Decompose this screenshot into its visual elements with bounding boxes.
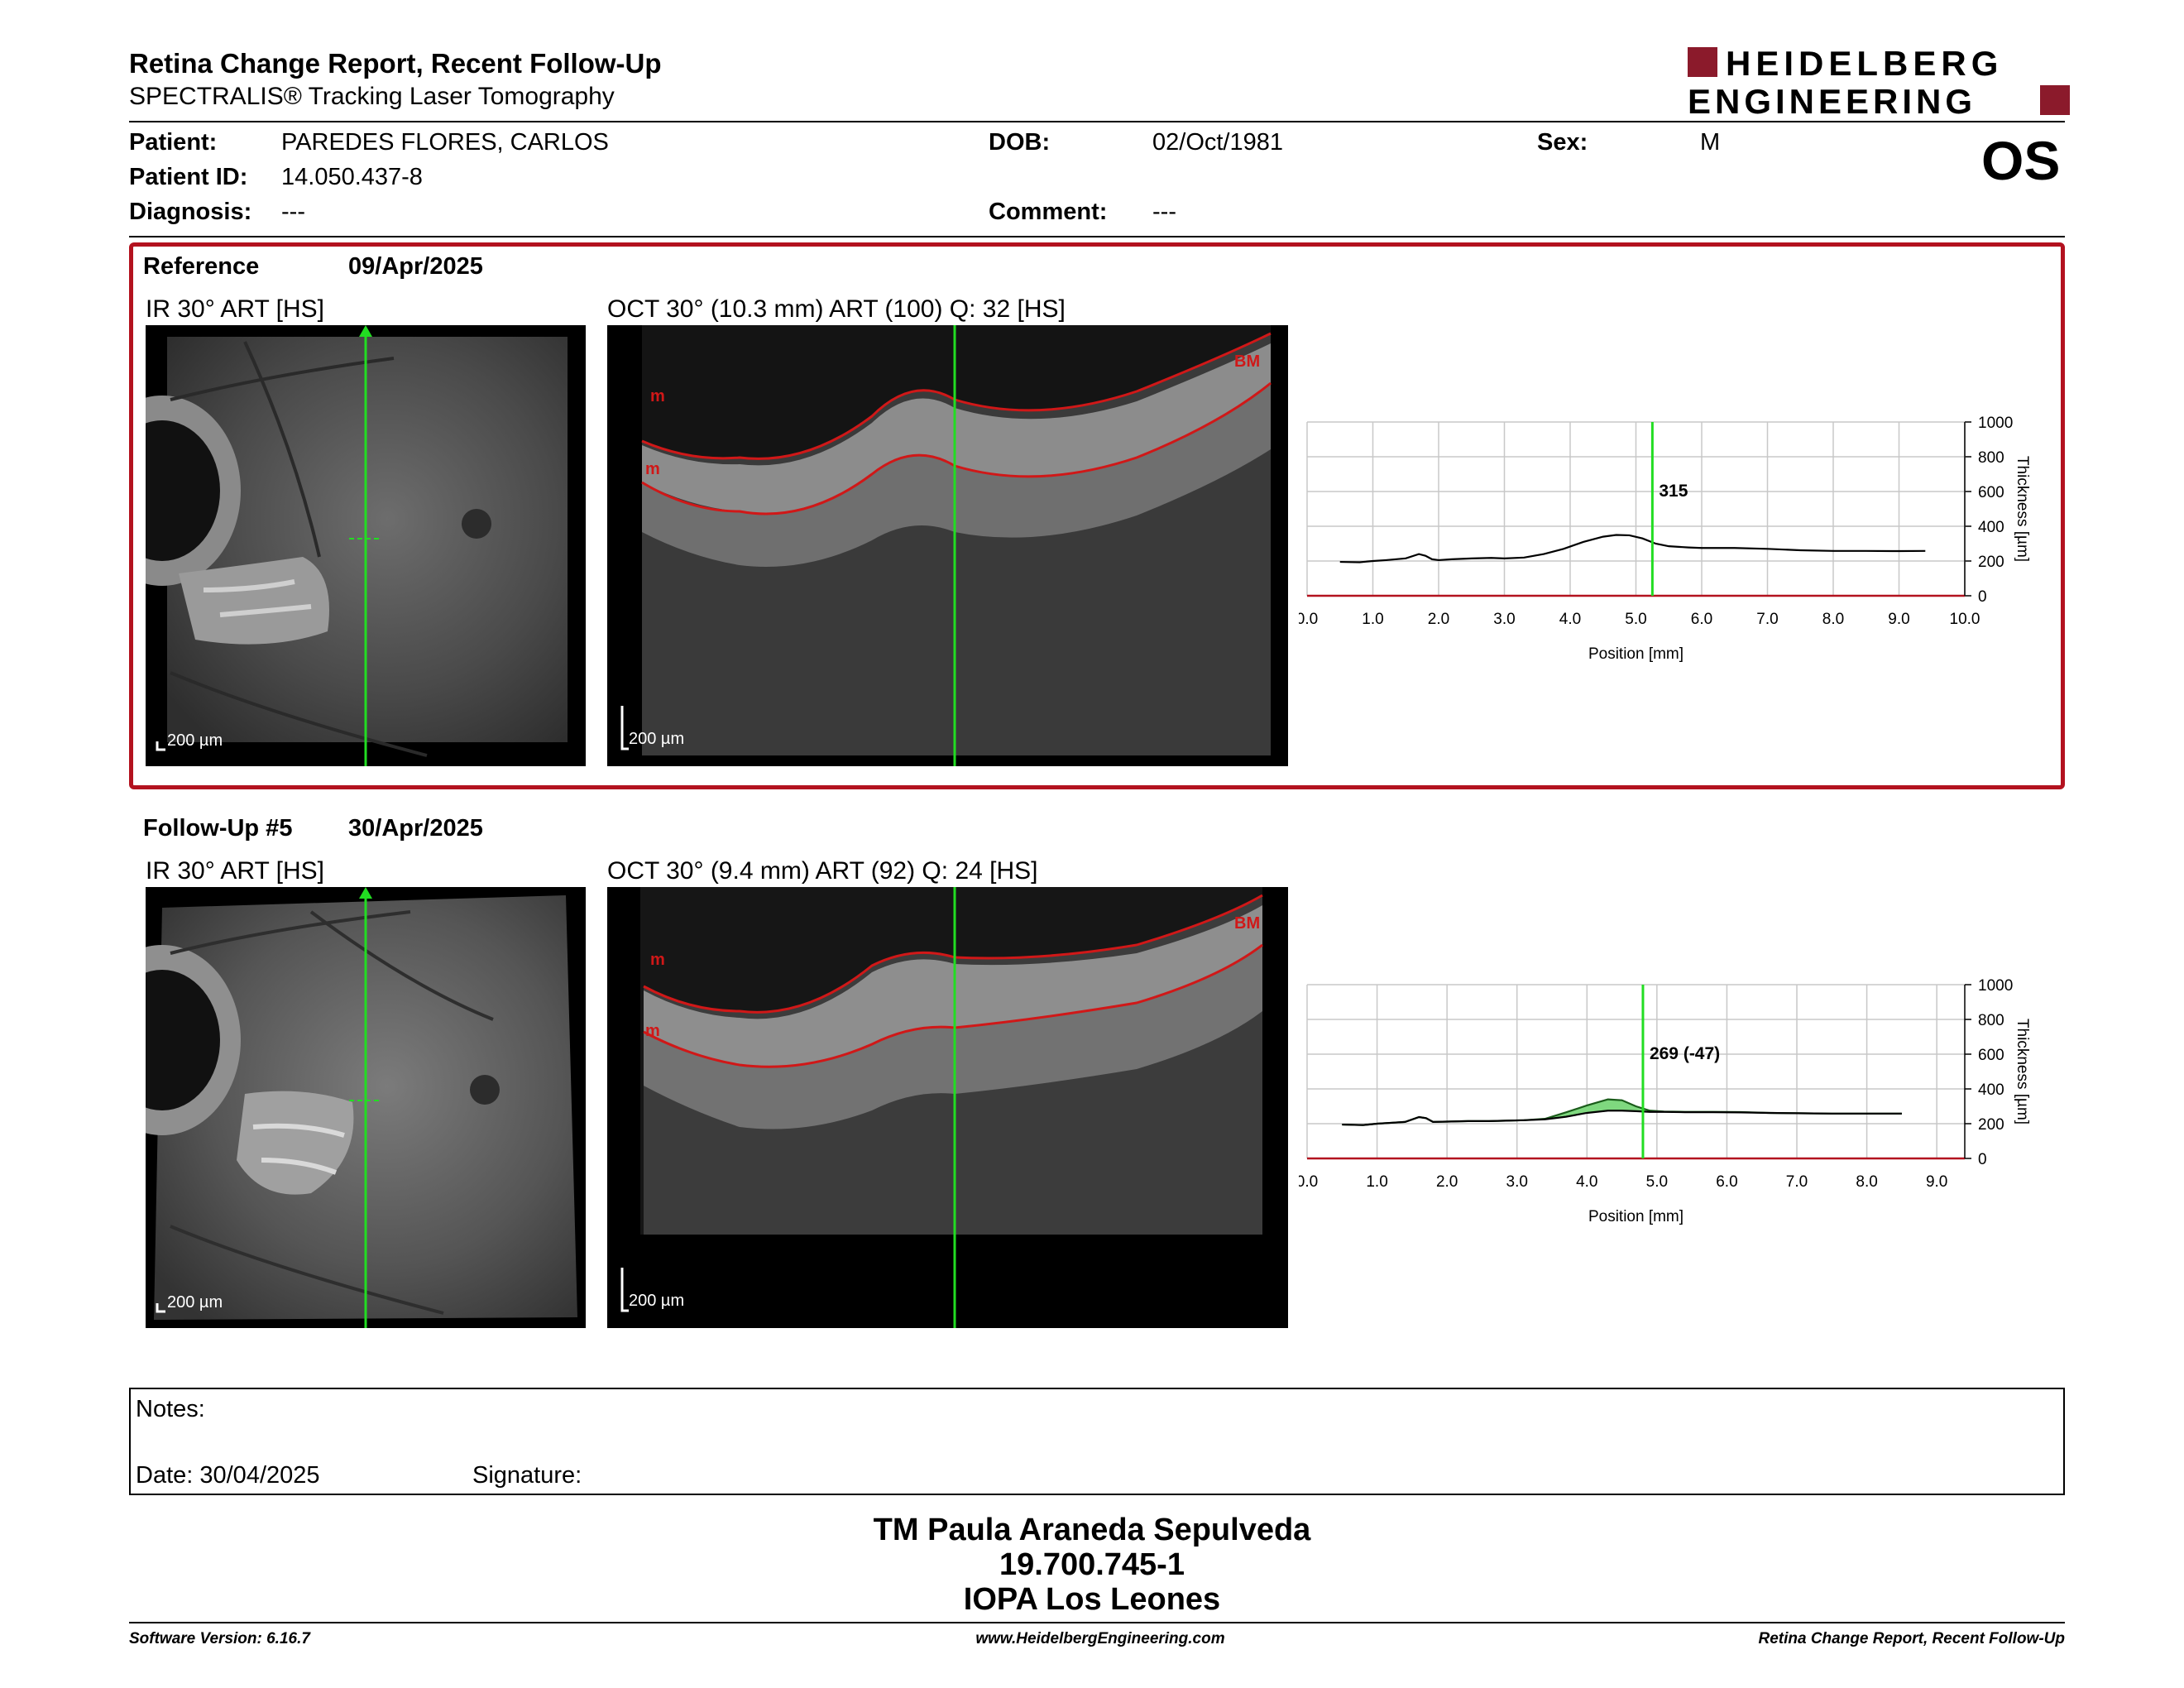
footer-divider <box>129 1622 2065 1623</box>
sex-label: Sex: <box>1537 129 1588 156</box>
notes-box: Notes: Date: 30/04/2025 Signature: <box>129 1388 2065 1495</box>
followup-chart-ytick-label: 1000 <box>1978 977 2013 995</box>
followup-chart-xtick-label: 9.0 <box>1926 1173 1947 1191</box>
reference-layer-rpe: m <box>645 460 660 478</box>
software-version: Software Version: 6.16.7 <box>129 1630 310 1647</box>
followup-chart-ytick-label: 200 <box>1978 1116 2004 1134</box>
notes-date: Date: 30/04/2025 <box>136 1462 320 1489</box>
reference-chart-xtick-label: 4.0 <box>1559 611 1581 628</box>
website-link[interactable]: www.HeidelbergEngineering.com <box>975 1630 1225 1647</box>
signature-label[interactable]: Signature: <box>472 1462 582 1489</box>
reference-chart-ylabel: Thickness [µm] <box>2014 456 2031 562</box>
reference-chart-series-line-0 <box>1339 534 1926 563</box>
signer-name: TM Paula Araneda Sepulveda <box>873 1513 1311 1547</box>
eye-indicator: OS <box>1981 130 2061 191</box>
reference-chart-xtick-label: 10.0 <box>1950 611 1980 628</box>
reference-chart-ytick-label: 600 <box>1978 484 2004 501</box>
reference-thickness-chart: 0 200 400 600 800 1000 0.0 1.0 2.0 3.0 4.0 5.0 6.0 7.… <box>1299 415 2031 663</box>
patient-id-label: Patient ID: <box>129 164 248 190</box>
heidelberg-logo: HEIDELBERG ENGINEERING <box>1688 46 2070 117</box>
reference-chart-xtick-label: 6.0 <box>1691 611 1712 628</box>
header-divider <box>129 121 2065 122</box>
footer-report-name: Retina Change Report, Recent Follow-Up <box>1758 1630 2065 1647</box>
logo-line-2: ENGINEERING <box>1688 82 1976 117</box>
reference-chart-marker-value: 315 <box>1659 482 1688 501</box>
reference-chart-xtick-label: 0.0 <box>1299 611 1318 628</box>
comment-label: Comment: <box>989 199 1108 225</box>
followup-ir-image[interactable]: 200 µm <box>146 887 586 1328</box>
reference-chart-xtick-label: 8.0 <box>1822 611 1844 628</box>
reference-frame <box>129 242 2065 789</box>
reference-chart-xlabel: Position [mm] <box>1588 645 1684 663</box>
followup-label: Follow-Up #5 <box>143 815 293 842</box>
reference-ir-scale: 200 µm <box>167 731 223 750</box>
followup-thickness-chart: 0 200 400 600 800 1000 0.0 1.0 2.0 3.0 4.0 5.0 6.0 7.… <box>1299 977 2031 1225</box>
patient-name: PAREDES FLORES, CARLOS <box>281 129 609 156</box>
dob-label: DOB: <box>989 129 1051 156</box>
sex-value: M <box>1700 129 1721 156</box>
report-title: Retina Change Report, Recent Follow-Up <box>129 48 662 79</box>
reference-chart-ytick-label: 1000 <box>1978 415 2013 432</box>
reference-date: 09/Apr/2025 <box>348 253 483 280</box>
followup-chart-xtick-label: 0.0 <box>1299 1173 1318 1191</box>
signer-id: 19.700.745-1 <box>999 1547 1185 1582</box>
diagnosis-value: --- <box>281 199 305 225</box>
reference-ir-image[interactable]: 200 µm <box>146 325 586 766</box>
followup-chart-ylabel: Thickness [µm] <box>2014 1019 2031 1125</box>
reference-chart-ytick-label: 200 <box>1978 554 2004 571</box>
reference-label: Reference <box>143 253 260 280</box>
followup-chart-series-line-1 <box>1342 1110 1902 1126</box>
followup-chart-xtick-label: 4.0 <box>1576 1173 1597 1191</box>
reference-chart-ytick-label: 0 <box>1978 588 1987 606</box>
patient-id: 14.050.437-8 <box>281 164 423 190</box>
dob-value: 02/Oct/1981 <box>1152 129 1283 156</box>
reference-chart-xtick-label: 9.0 <box>1888 611 1909 628</box>
reference-chart-xtick-label: 2.0 <box>1428 611 1449 628</box>
reference-chart-ytick-label: 400 <box>1978 519 2004 536</box>
followup-ir-scale: 200 µm <box>167 1293 223 1312</box>
followup-chart-change-area <box>1342 1099 1902 1125</box>
reference-chart-xtick-label: 7.0 <box>1756 611 1778 628</box>
followup-oct-caption: OCT 30° (9.4 mm) ART (92) Q: 24 [HS] <box>607 857 1038 885</box>
reference-layer-ilm: m <box>650 387 665 405</box>
followup-chart-ytick-label: 0 <box>1978 1151 1987 1168</box>
reference-oct-image[interactable]: m m BM 200 µm <box>607 325 1288 766</box>
followup-chart-ytick-label: 800 <box>1978 1012 2004 1029</box>
comment-value: --- <box>1152 199 1176 225</box>
followup-chart-xtick-label: 5.0 <box>1646 1173 1668 1191</box>
followup-chart-xtick-label: 7.0 <box>1786 1173 1808 1191</box>
followup-chart-xtick-label: 1.0 <box>1366 1173 1387 1191</box>
signer-org: IOPA Los Leones <box>963 1582 1221 1617</box>
followup-oct-image[interactable]: m m BM 200 µm <box>607 887 1288 1328</box>
reference-chart-xtick-label: 1.0 <box>1362 611 1383 628</box>
followup-ir-caption: IR 30° ART [HS] <box>146 857 324 885</box>
report-subtitle: SPECTRALIS® Tracking Laser Tomography <box>129 83 615 110</box>
logo-line-1: HEIDELBERG <box>1726 46 2003 83</box>
followup-layer-bm: BM <box>1234 914 1260 933</box>
notes-label: Notes: <box>136 1396 205 1422</box>
reference-oct-scale: 200 µm <box>629 730 684 748</box>
followup-chart-xtick-label: 6.0 <box>1716 1173 1737 1191</box>
reference-chart-xtick-label: 3.0 <box>1493 611 1515 628</box>
followup-date: 30/Apr/2025 <box>348 815 483 842</box>
diagnosis-label: Diagnosis: <box>129 199 252 225</box>
reference-layer-bm: BM <box>1234 352 1260 371</box>
followup-chart-ytick-label: 600 <box>1978 1047 2004 1064</box>
followup-chart-xtick-label: 2.0 <box>1436 1173 1458 1191</box>
followup-oct-scale: 200 µm <box>629 1292 684 1310</box>
reference-ir-caption: IR 30° ART [HS] <box>146 295 324 323</box>
followup-chart-xlabel: Position [mm] <box>1588 1208 1684 1225</box>
followup-chart-xtick-label: 8.0 <box>1856 1173 1877 1191</box>
followup-chart-ytick-label: 400 <box>1978 1081 2004 1099</box>
followup-chart-xtick-label: 3.0 <box>1506 1173 1528 1191</box>
patient-divider <box>129 236 2065 237</box>
followup-layer-ilm: m <box>650 951 665 969</box>
reference-oct-caption: OCT 30° (10.3 mm) ART (100) Q: 32 [HS] <box>607 295 1066 323</box>
reference-chart-ytick-label: 800 <box>1978 449 2004 467</box>
reference-chart-xtick-label: 5.0 <box>1625 611 1646 628</box>
followup-layer-rpe: m <box>645 1022 660 1040</box>
followup-chart-marker-value: 269 (-47) <box>1650 1044 1720 1063</box>
patient-label: Patient: <box>129 129 218 156</box>
